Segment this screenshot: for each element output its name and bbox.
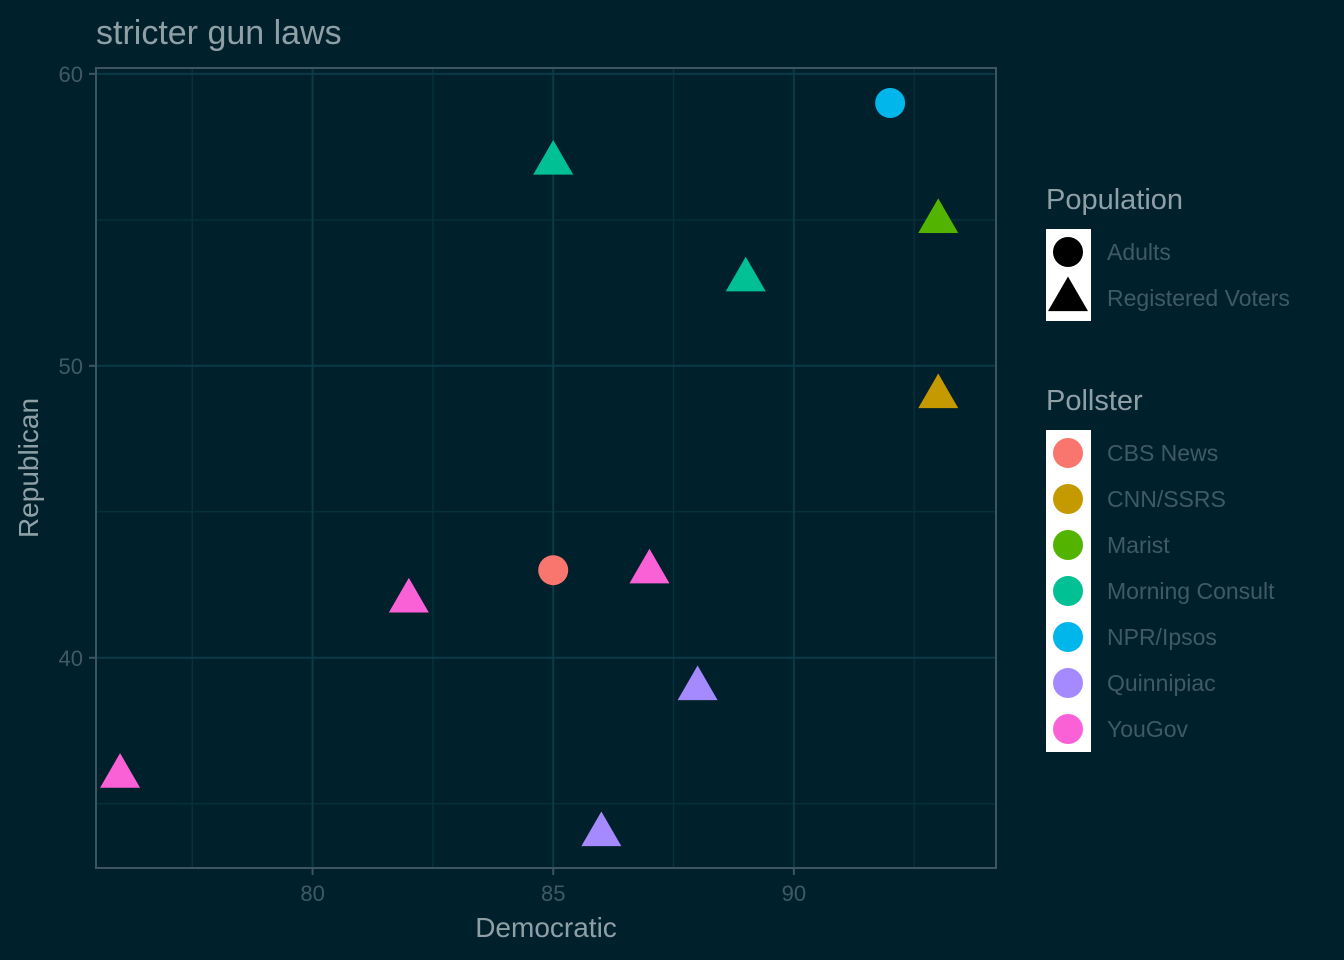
legend-key-morning-consult (1053, 576, 1083, 606)
point-yougov (629, 548, 670, 584)
y-axis-label: Republican (13, 398, 44, 538)
point-quinnipiac (581, 811, 622, 847)
legend-label: CNN/SSRS (1107, 486, 1226, 512)
legend-population-entries: Adults Registered Voters (1046, 229, 1290, 321)
point-npr-ipsos (875, 88, 906, 119)
x-tick-label: 85 (541, 881, 565, 906)
legend-label: Quinnipiac (1107, 670, 1216, 696)
x-tick-label: 90 (782, 881, 806, 906)
legend-key-marist (1053, 530, 1083, 560)
y-tick-label: 40 (59, 646, 83, 671)
legend-key-npr-ipsos (1053, 622, 1083, 652)
x-axis-ticks: 80 85 90 (300, 868, 806, 906)
plot-panel-border (95, 67, 997, 869)
legend-label: Morning Consult (1107, 578, 1275, 604)
legend-key-registered-voters (1048, 276, 1088, 312)
point-morning-consult (725, 256, 766, 292)
x-tick-label: 80 (300, 881, 324, 906)
y-axis-ticks: 40 50 60 (59, 62, 96, 671)
chart-title: stricter gun laws (96, 14, 342, 52)
legend-key-adults (1053, 237, 1083, 267)
data-points (100, 88, 959, 847)
y-tick-label: 60 (59, 62, 83, 87)
legend-key-quinnipiac (1053, 668, 1083, 698)
legend-label: NPR/Ipsos (1107, 624, 1217, 650)
legend-key-cbs-news (1053, 438, 1083, 468)
legend-population: Population Adults Registered Voters (1046, 184, 1290, 321)
point-quinnipiac (677, 665, 718, 701)
grid-major (96, 68, 996, 868)
legend-key-yougov (1053, 714, 1083, 744)
legend-pollster-entries: CBS News CNN/SSRS Marist Morning Consult NPR… (1046, 430, 1275, 752)
grid-minor (96, 68, 996, 868)
legend-label: YouGov (1107, 716, 1188, 742)
point-cbs-news (538, 555, 569, 586)
legend-label: Adults (1107, 239, 1171, 265)
legend-label: Marist (1107, 532, 1170, 558)
legend-pollster: Pollster CBS News CNN/SSRS Marist Morning C… (1046, 385, 1275, 752)
x-axis-label: Democratic (475, 912, 617, 943)
point-marist (918, 198, 959, 233)
point-cnn-ssrs (918, 373, 959, 409)
point-yougov (100, 753, 141, 788)
legend-label: CBS News (1107, 440, 1218, 466)
point-morning-consult (533, 139, 574, 175)
legend-pollster-title: Pollster (1046, 385, 1143, 417)
point-yougov (388, 577, 429, 613)
legend-population-title: Population (1046, 184, 1183, 216)
legend-label: Registered Voters (1107, 285, 1290, 311)
y-tick-label: 50 (59, 354, 83, 379)
legend-key-cnn-ssrs (1053, 484, 1083, 514)
